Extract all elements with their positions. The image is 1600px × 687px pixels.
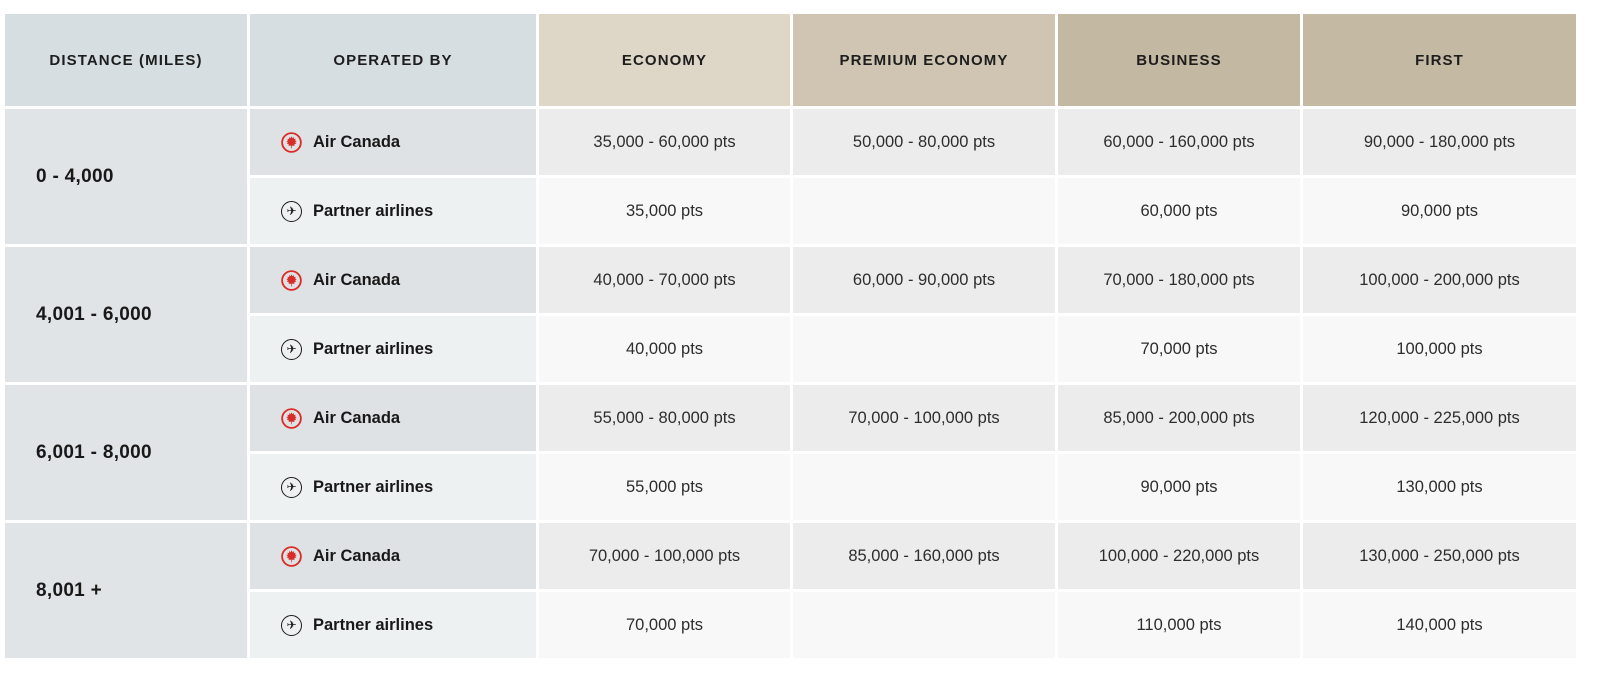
operator-label: Partner airlines <box>313 477 434 496</box>
distance-cell: 8,001 + <box>5 523 247 658</box>
premium-economy-value-cell <box>793 178 1055 244</box>
business-value-cell: 60,000 pts <box>1058 178 1300 244</box>
operator-cell-partner: ✈ Partner airlines <box>250 316 536 382</box>
economy-value-cell: 70,000 - 100,000 pts <box>539 523 790 589</box>
operator-label: Partner airlines <box>313 201 434 220</box>
header-premium-economy: PREMIUM ECONOMY <box>793 14 1055 106</box>
distance-cell: 0 - 4,000 <box>5 109 247 244</box>
operator-cell-air-canada: Air Canada <box>250 247 536 313</box>
air-canada-rondelle-icon <box>281 131 302 153</box>
first-value-cell: 140,000 pts <box>1303 592 1576 658</box>
economy-value-cell: 55,000 pts <box>539 454 790 520</box>
first-value-cell: 120,000 - 225,000 pts <box>1303 385 1576 451</box>
business-value-cell: 90,000 pts <box>1058 454 1300 520</box>
airplane-circle-icon: ✈ <box>281 338 302 360</box>
header-economy: ECONOMY <box>539 14 790 106</box>
premium-economy-value-cell <box>793 316 1055 382</box>
header-operated-by: OPERATED BY <box>250 14 536 106</box>
premium-economy-value-cell: 50,000 - 80,000 pts <box>793 109 1055 175</box>
business-value-cell: 70,000 pts <box>1058 316 1300 382</box>
header-business: BUSINESS <box>1058 14 1300 106</box>
economy-value-cell: 35,000 pts <box>539 178 790 244</box>
operator-cell-partner: ✈ Partner airlines <box>250 454 536 520</box>
operator-cell-partner: ✈ Partner airlines <box>250 178 536 244</box>
award-chart-table: DISTANCE (MILES) OPERATED BY ECONOMY PRE… <box>5 14 1576 658</box>
economy-value-cell: 40,000 pts <box>539 316 790 382</box>
economy-value-cell: 70,000 pts <box>539 592 790 658</box>
premium-economy-value-cell: 60,000 - 90,000 pts <box>793 247 1055 313</box>
operator-cell-air-canada: Air Canada <box>250 109 536 175</box>
airplane-circle-icon: ✈ <box>281 476 302 498</box>
operator-label: Partner airlines <box>313 615 434 634</box>
first-value-cell: 130,000 - 250,000 pts <box>1303 523 1576 589</box>
economy-value-cell: 35,000 - 60,000 pts <box>539 109 790 175</box>
business-value-cell: 85,000 - 200,000 pts <box>1058 385 1300 451</box>
operator-label: Partner airlines <box>313 339 434 358</box>
air-canada-rondelle-icon <box>281 407 302 429</box>
premium-economy-value-cell: 85,000 - 160,000 pts <box>793 523 1055 589</box>
first-value-cell: 90,000 - 180,000 pts <box>1303 109 1576 175</box>
airplane-circle-icon: ✈ <box>281 200 302 222</box>
first-value-cell: 130,000 pts <box>1303 454 1576 520</box>
operator-label: Air Canada <box>313 408 401 427</box>
operator-label: Air Canada <box>313 270 401 289</box>
operator-label: Air Canada <box>313 132 401 151</box>
airplane-circle-icon: ✈ <box>281 614 302 636</box>
economy-value-cell: 55,000 - 80,000 pts <box>539 385 790 451</box>
business-value-cell: 110,000 pts <box>1058 592 1300 658</box>
economy-value-cell: 40,000 - 70,000 pts <box>539 247 790 313</box>
premium-economy-value-cell: 70,000 - 100,000 pts <box>793 385 1055 451</box>
premium-economy-value-cell <box>793 592 1055 658</box>
operator-label: Air Canada <box>313 546 401 565</box>
air-canada-rondelle-icon <box>281 269 302 291</box>
business-value-cell: 100,000 - 220,000 pts <box>1058 523 1300 589</box>
business-value-cell: 60,000 - 160,000 pts <box>1058 109 1300 175</box>
first-value-cell: 100,000 - 200,000 pts <box>1303 247 1576 313</box>
operator-cell-air-canada: Air Canada <box>250 385 536 451</box>
header-first: FIRST <box>1303 14 1576 106</box>
distance-cell: 4,001 - 6,000 <box>5 247 247 382</box>
operator-cell-partner: ✈ Partner airlines <box>250 592 536 658</box>
air-canada-rondelle-icon <box>281 545 302 567</box>
header-distance: DISTANCE (MILES) <box>5 14 247 106</box>
first-value-cell: 90,000 pts <box>1303 178 1576 244</box>
operator-cell-air-canada: Air Canada <box>250 523 536 589</box>
distance-cell: 6,001 - 8,000 <box>5 385 247 520</box>
business-value-cell: 70,000 - 180,000 pts <box>1058 247 1300 313</box>
premium-economy-value-cell <box>793 454 1055 520</box>
first-value-cell: 100,000 pts <box>1303 316 1576 382</box>
